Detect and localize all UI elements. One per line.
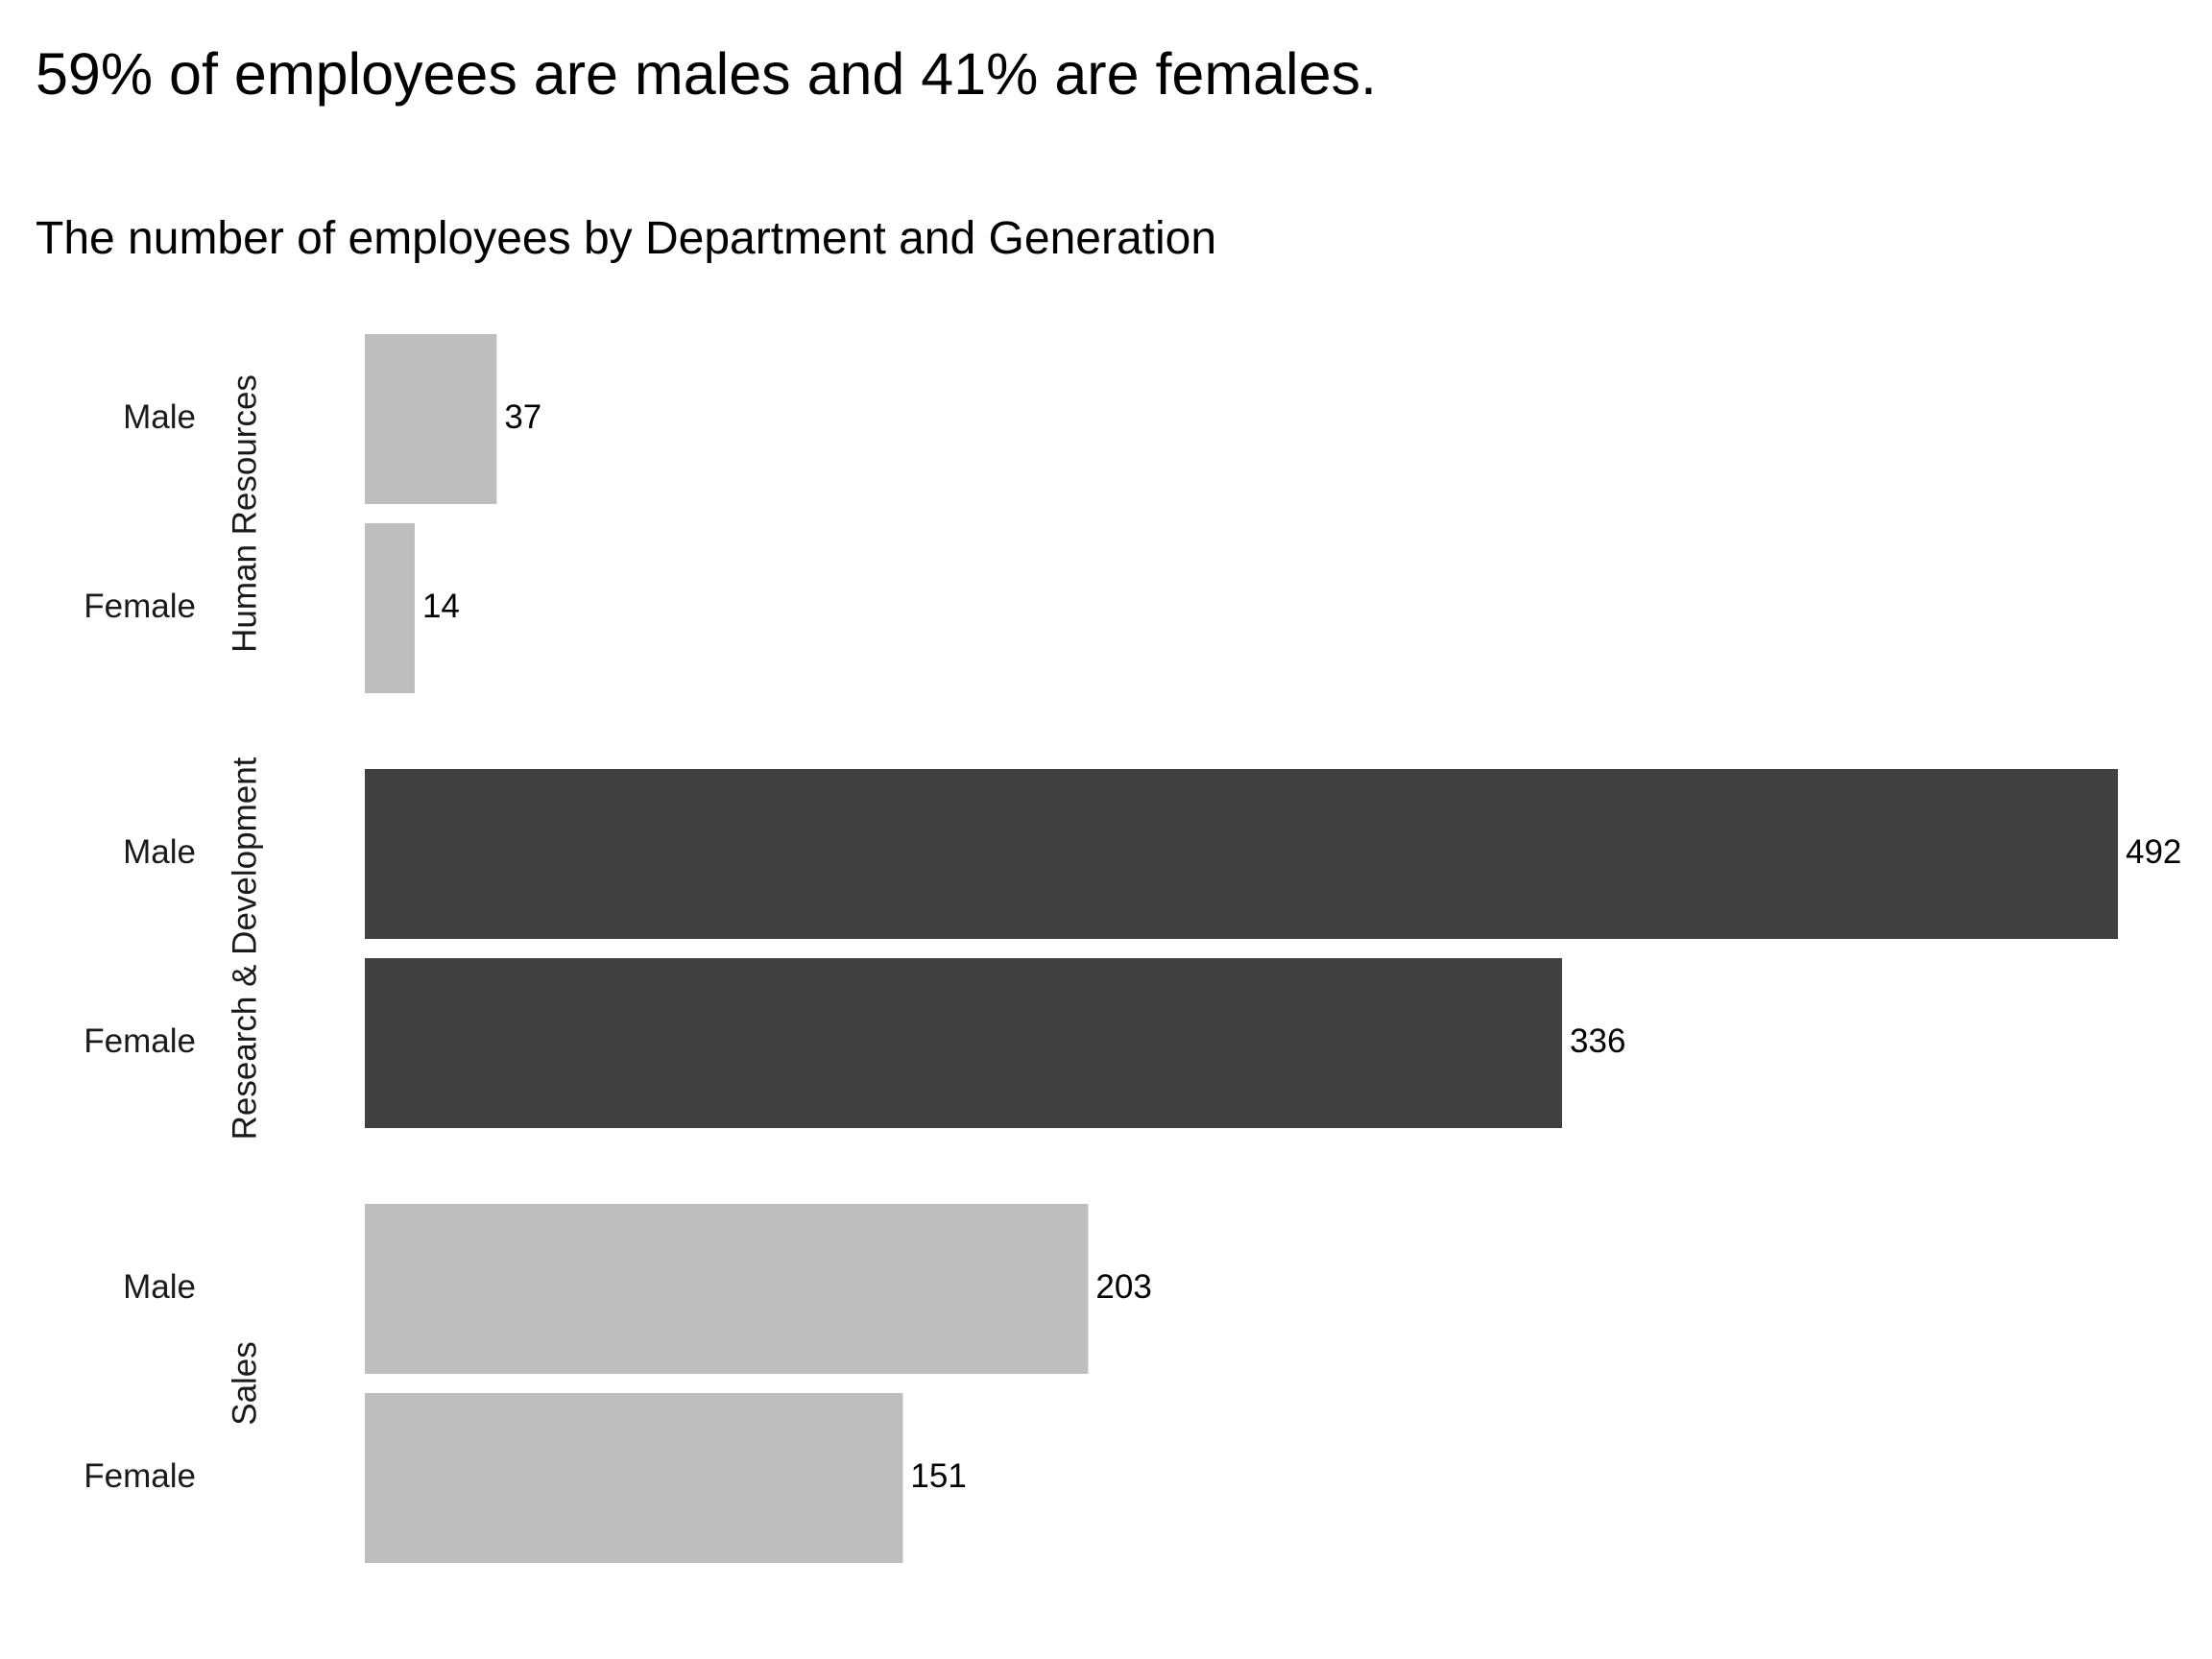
data-label: 37 (504, 398, 541, 436)
category-label: Female (84, 588, 196, 625)
group-label: Human Resources (226, 374, 263, 653)
data-label: 14 (422, 588, 460, 625)
data-label: 203 (1095, 1268, 1151, 1306)
chart-subtitle: The number of employees by Department an… (36, 213, 1216, 264)
category-label: Female (84, 1022, 196, 1060)
group-label: Research & Development (226, 757, 263, 1140)
category-label: Female (84, 1457, 196, 1495)
data-label: 151 (910, 1457, 966, 1495)
bar (365, 1393, 903, 1563)
data-label: 492 (2126, 833, 2181, 871)
chart-title: 59% of employees are males and 41% are f… (36, 41, 1377, 107)
bar (365, 334, 497, 504)
bar (365, 1204, 1089, 1374)
category-label: Male (123, 398, 196, 436)
category-label: Male (123, 1268, 196, 1306)
plot-area: Human Resources Male 37 Female 14 Research & … (84, 334, 2181, 1563)
group-label: Sales (226, 1341, 263, 1426)
category-label: Male (123, 833, 196, 871)
data-label: 336 (1570, 1022, 1625, 1060)
bar (365, 523, 415, 693)
bar (365, 958, 1563, 1128)
bar (365, 769, 2118, 939)
